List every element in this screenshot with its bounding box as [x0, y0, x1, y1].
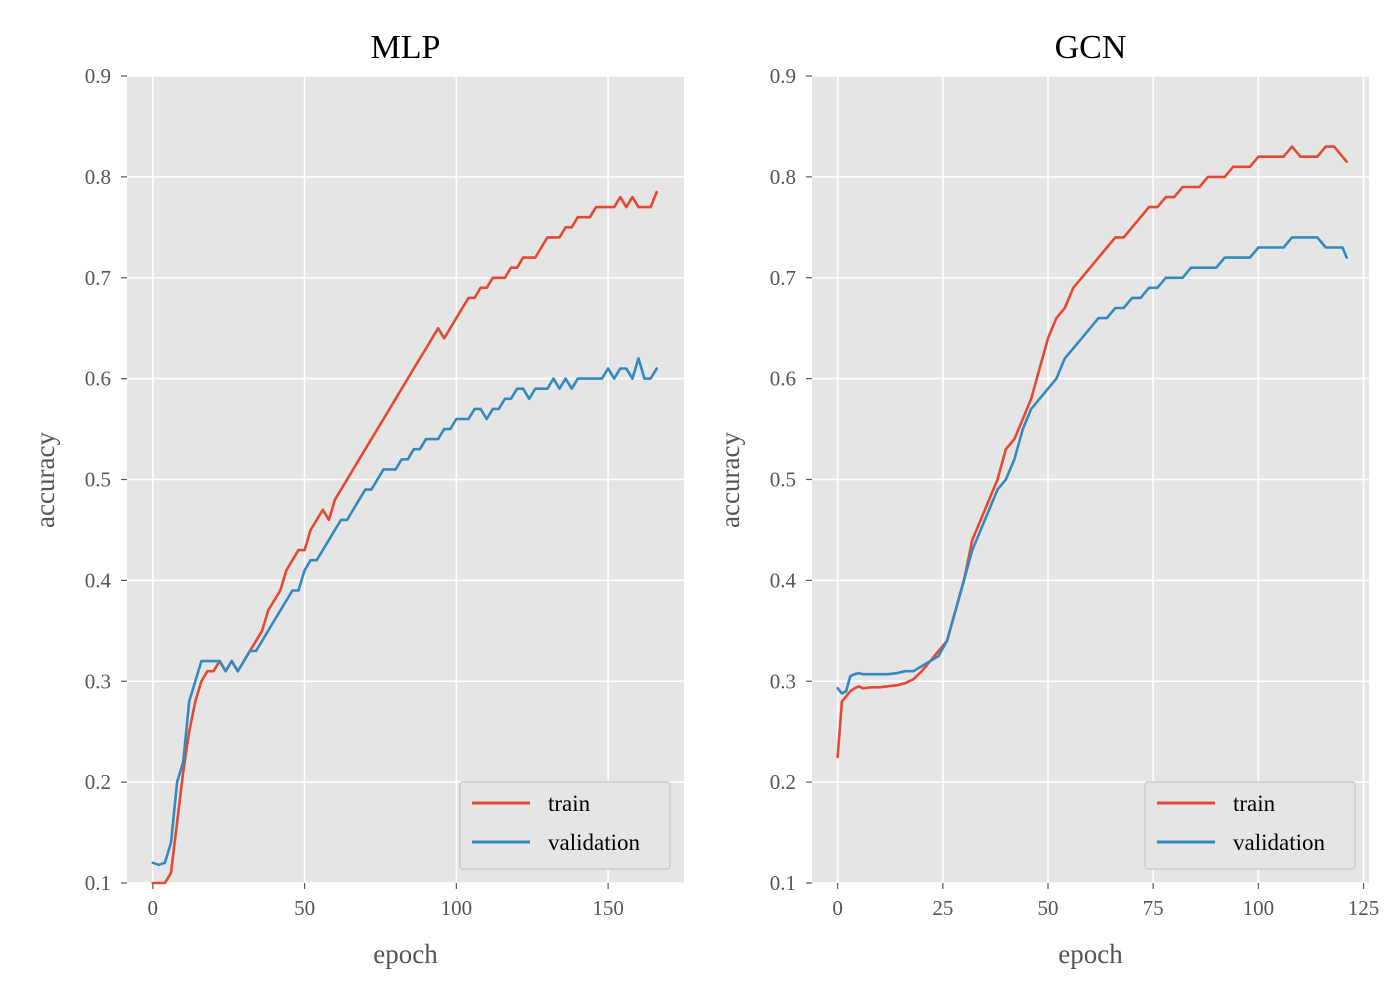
mlp-panel: 0 50 100 150 0.1 0.2 0.3 0.4 0.5 0.6 0.7 0.8 0.9 MLP…: [30, 29, 684, 969]
mlp-legend-validation-label: validation: [548, 830, 640, 855]
gcn-validation-line: [836, 236, 1348, 695]
gcn-legend-train-label: train: [1233, 791, 1276, 816]
mlp-y-tick-label: 0.9: [85, 64, 111, 88]
gcn-y-tick-label: 0.7: [770, 266, 796, 290]
mlp-x-tick-label: 50: [294, 896, 315, 920]
gcn-x-axis-label: epoch: [1058, 939, 1123, 969]
gcn-y-tick-label: 0.5: [770, 468, 796, 492]
gcn-x-tick-label: 100: [1243, 896, 1275, 920]
mlp-y-tick-label: 0.2: [85, 770, 111, 794]
mlp-y-tick-label: 0.8: [85, 165, 111, 189]
gcn-panel: 0 25 50 75 100 125 0.1 0.2 0.3 0.4 0.5 0.6 0.7 0.8 0.9…: [715, 29, 1379, 969]
mlp-x-tick-label: 100: [441, 896, 473, 920]
mlp-y-tick-label: 0.3: [85, 669, 111, 693]
gcn-x-tick-label: 125: [1348, 896, 1380, 920]
mlp-y-axis-label: accuracy: [30, 432, 60, 528]
gcn-x-tick-label: 0: [832, 896, 843, 920]
gcn-y-tick-label: 0.8: [770, 165, 796, 189]
gcn-x-tick-label: 75: [1143, 896, 1164, 920]
gcn-y-axis-label: accuracy: [715, 432, 745, 528]
gcn-x-tick-label: 25: [932, 896, 953, 920]
gcn-y-tick-label: 0.6: [770, 367, 796, 391]
gcn-train-line: [836, 145, 1348, 759]
mlp-y-tick-label: 0.4: [85, 568, 112, 592]
mlp-x-tick-label: 0: [148, 896, 159, 920]
mlp-ticks: 0 50 100 150 0.1 0.2 0.3 0.4 0.5 0.6 0.7 0.8 0.9: [85, 64, 624, 920]
gcn-y-tick-label: 0.1: [770, 871, 796, 895]
gcn-y-tick-label: 0.9: [770, 64, 796, 88]
mlp-y-tick-label: 0.7: [85, 266, 111, 290]
mlp-gridlines: [127, 75, 684, 884]
mlp-title: MLP: [371, 29, 441, 66]
gcn-title: GCN: [1055, 29, 1127, 66]
gcn-x-tick-label: 50: [1038, 896, 1059, 920]
mlp-y-tick-label: 0.5: [85, 468, 111, 492]
gcn-series: [836, 145, 1348, 759]
mlp-x-tick-label: 150: [592, 896, 624, 920]
gcn-y-tick-label: 0.3: [770, 669, 796, 693]
mlp-y-tick-label: 0.6: [85, 367, 111, 391]
mlp-validation-line: [151, 357, 659, 867]
gcn-y-tick-label: 0.4: [770, 568, 797, 592]
gcn-legend-validation-label: validation: [1233, 830, 1325, 855]
mlp-legend-train-label: train: [548, 791, 591, 816]
gcn-y-tick-label: 0.2: [770, 770, 796, 794]
mlp-y-tick-label: 0.1: [85, 871, 111, 895]
mlp-legend: train validation: [459, 781, 671, 870]
mlp-x-axis-label: epoch: [373, 939, 438, 969]
gcn-ticks: 0 25 50 75 100 125 0.1 0.2 0.3 0.4 0.5 0.6 0.7 0.8 0.9: [770, 64, 1380, 920]
mlp-series: [151, 190, 659, 885]
gcn-legend: train validation: [1144, 781, 1356, 870]
